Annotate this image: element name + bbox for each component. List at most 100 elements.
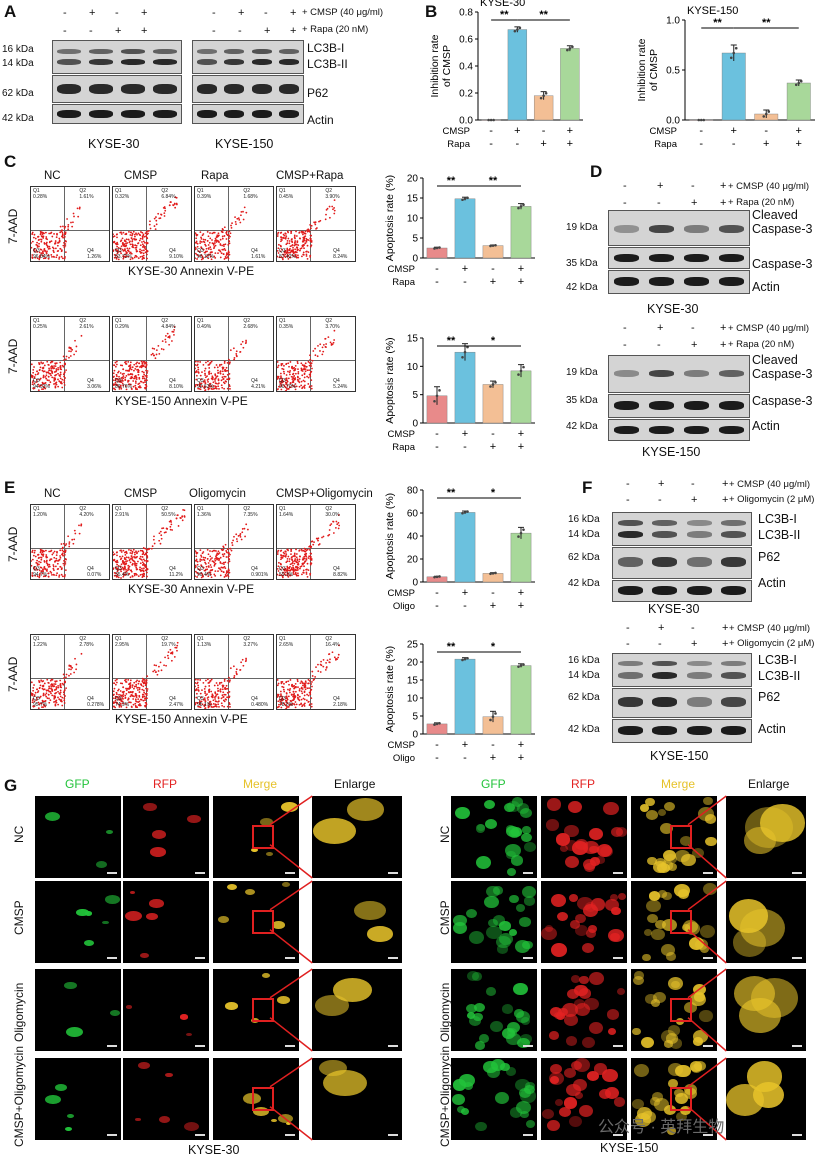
- quadrant-label: Q1: [115, 188, 122, 194]
- band: [721, 557, 747, 567]
- event-dot: [277, 252, 280, 254]
- event-dot: [174, 646, 177, 649]
- event-dot: [80, 524, 83, 527]
- event-dot: [116, 575, 119, 578]
- event-dot: [227, 575, 230, 578]
- oligo-sign: +: [722, 638, 729, 650]
- quadrant-label: Q4: [169, 378, 176, 384]
- event-dot: [114, 697, 117, 700]
- event-dot: [293, 573, 295, 576]
- quadrant-line: [227, 635, 229, 709]
- event-dot: [325, 666, 328, 669]
- event-dot: [210, 385, 213, 388]
- event-dot: [281, 685, 284, 688]
- event-dot: [118, 380, 121, 383]
- event-dot: [118, 696, 121, 698]
- scale-bar: [388, 957, 398, 959]
- event-dot: [213, 245, 216, 248]
- event-dot: [215, 703, 218, 706]
- event-dot: [120, 377, 123, 379]
- event-dot: [277, 684, 279, 687]
- event-dot: [286, 384, 289, 387]
- event-dot: [137, 550, 140, 553]
- blot-strip: [608, 419, 750, 441]
- event-dot: [44, 382, 47, 384]
- event-dot: [147, 230, 150, 232]
- event-dot: [56, 233, 58, 236]
- event-dot: [122, 562, 125, 565]
- event-dot: [120, 252, 123, 255]
- cell: [665, 1033, 678, 1044]
- event-dot: [282, 368, 285, 371]
- event-dot: [217, 697, 220, 700]
- event-dot: [43, 560, 46, 562]
- scale-bar: [613, 872, 623, 874]
- event-dot: [64, 225, 67, 228]
- event-dot: [294, 701, 297, 703]
- cell: [555, 833, 571, 846]
- event-dot: [65, 355, 68, 358]
- event-dot: [113, 559, 115, 562]
- event-dot: [172, 330, 175, 333]
- cell: [588, 925, 598, 933]
- event-dot: [297, 686, 299, 689]
- event-dot: [306, 562, 309, 565]
- event-dot: [222, 248, 225, 251]
- event-dot: [116, 551, 118, 554]
- event-dot: [114, 683, 117, 686]
- rapa-sign: +: [720, 197, 727, 209]
- event-dot: [208, 367, 211, 369]
- event-dot: [210, 678, 213, 681]
- quadrant-line: [145, 635, 147, 709]
- event-dot: [45, 556, 48, 559]
- event-dot: [125, 388, 128, 391]
- event-dot: [309, 245, 312, 248]
- event-dot: [209, 246, 212, 249]
- data-point: [494, 381, 497, 384]
- blot-strip: [612, 653, 752, 687]
- event-dot: [307, 700, 310, 703]
- event-dot: [245, 657, 247, 660]
- event-dot: [217, 550, 220, 553]
- event-dot: [114, 560, 117, 563]
- event-dot: [145, 701, 148, 704]
- event-dot: [294, 383, 297, 385]
- sign: -: [463, 752, 467, 764]
- event-dot: [45, 374, 48, 377]
- event-dot: [62, 373, 65, 376]
- event-dot: [61, 704, 64, 707]
- event-dot: [114, 679, 117, 682]
- blot-strip: [612, 580, 752, 602]
- event-dot: [55, 557, 58, 560]
- event-dot: [37, 707, 40, 709]
- event-dot: [239, 536, 242, 538]
- event-dot: [200, 700, 203, 703]
- sign: +: [490, 600, 496, 612]
- cmsp-sign: +: [290, 7, 297, 19]
- cell: [129, 890, 135, 894]
- event-dot: [135, 362, 138, 365]
- event-dot: [300, 703, 302, 706]
- event-dot: [209, 564, 212, 566]
- event-dot: [50, 678, 53, 681]
- event-dot: [131, 691, 134, 694]
- event-dot: [293, 684, 296, 687]
- event-dot: [114, 379, 117, 382]
- data-point: [518, 26, 522, 30]
- event-dot: [228, 702, 231, 704]
- cell: [515, 904, 526, 913]
- cmsp-sign: +: [720, 322, 727, 334]
- event-dot: [125, 244, 128, 247]
- cell: [471, 971, 482, 981]
- event-dot: [57, 378, 59, 381]
- event-dot: [333, 207, 335, 209]
- event-dot: [138, 239, 141, 242]
- zoom-connector: [269, 968, 313, 1052]
- event-dot: [34, 691, 37, 694]
- event-dot: [208, 702, 210, 705]
- event-dot: [36, 257, 39, 260]
- event-dot: [197, 573, 200, 575]
- event-dot: [64, 558, 67, 560]
- rapa-sign: -: [238, 25, 242, 37]
- event-dot: [51, 553, 54, 556]
